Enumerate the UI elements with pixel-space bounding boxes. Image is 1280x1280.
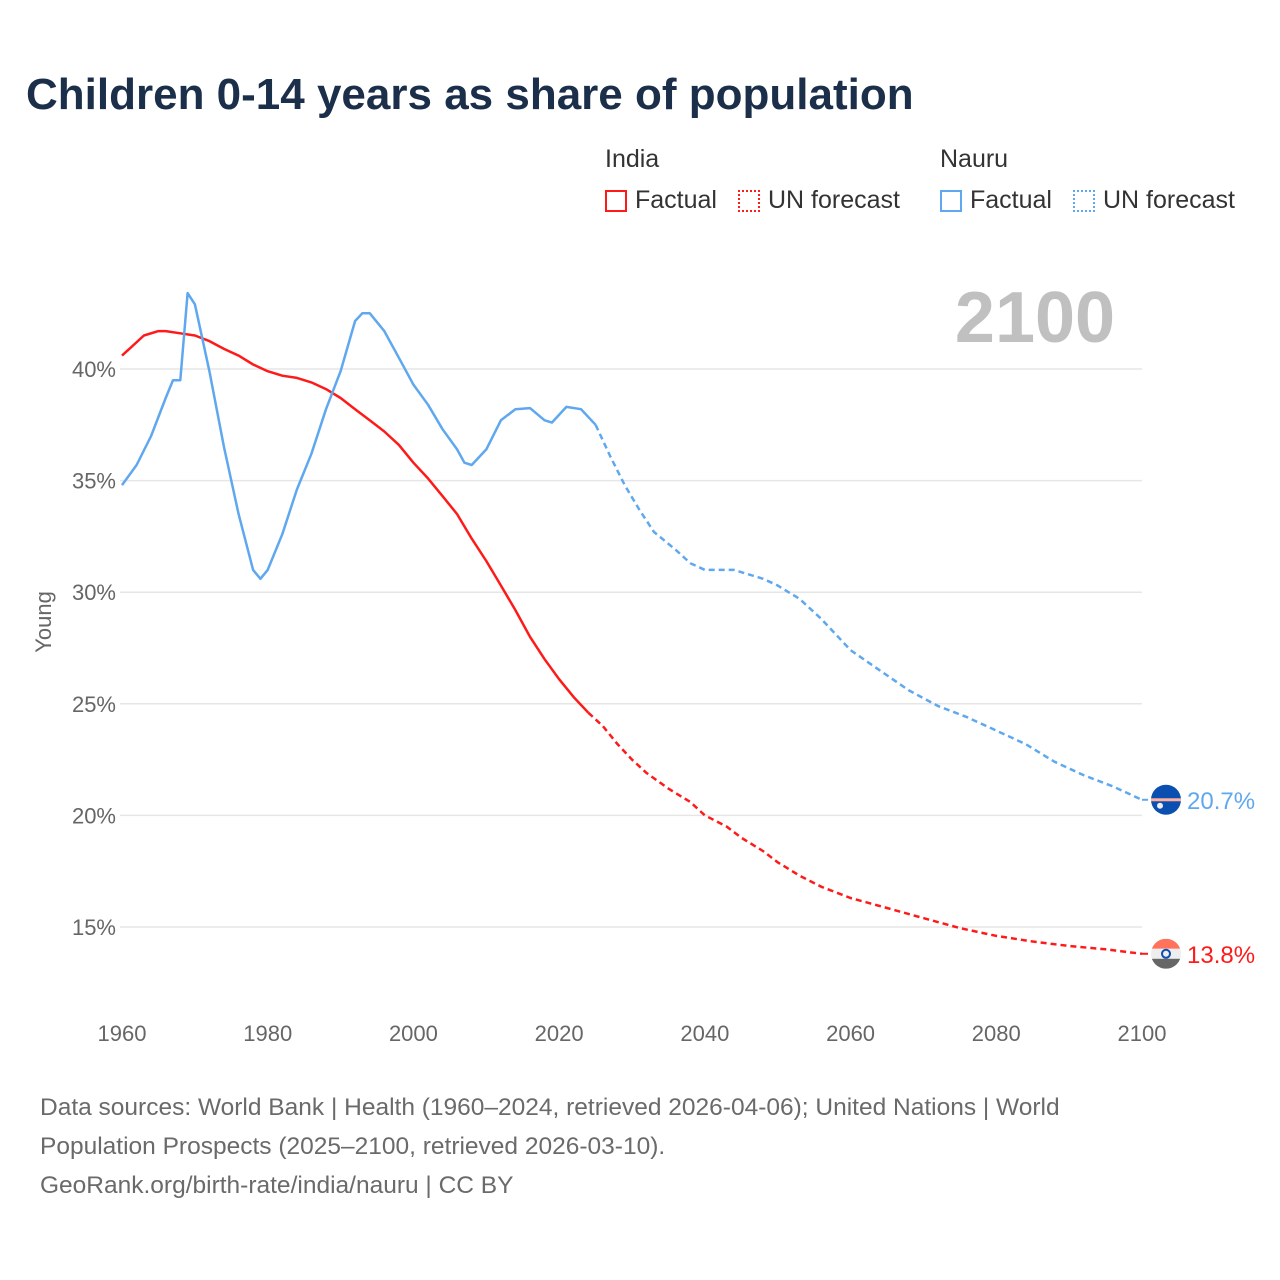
y-tick-label: 15% xyxy=(72,915,116,940)
legend-swatch xyxy=(605,189,627,212)
x-tick-label: 2100 xyxy=(1118,1021,1167,1046)
y-axis-label: Young xyxy=(31,591,56,653)
india-flag-icon xyxy=(1151,938,1181,969)
x-tick-label: 2060 xyxy=(826,1021,875,1046)
footer-sources-line2: Population Prospects (2025–2100, retriev… xyxy=(40,1133,666,1160)
nauru-forecast-line xyxy=(594,424,1143,801)
current-year-label: 2100 xyxy=(955,278,1115,358)
x-tick-label: 2000 xyxy=(389,1021,438,1046)
nauru-factual-line xyxy=(120,291,597,581)
nauru-end-value-label: 20.7% xyxy=(1187,788,1255,815)
legend-group-india: India xyxy=(605,145,660,173)
y-tick-label: 35% xyxy=(72,469,116,494)
nauru-flag-icon xyxy=(1151,784,1181,815)
footer-credit[interactable]: GeoRank.org/birth-rate/india/nauru | CC … xyxy=(40,1172,514,1199)
legend-swatch xyxy=(940,189,962,212)
x-tick-label: 1980 xyxy=(243,1021,292,1046)
y-tick-label: 30% xyxy=(72,580,116,605)
legend-label: UN forecast xyxy=(768,186,900,214)
chart-title: Children 0-14 years as share of populati… xyxy=(26,70,914,119)
legend-nauru-factual[interactable]: Factual xyxy=(940,186,1052,215)
footer-sources-line1: Data sources: World Bank | Health (1960–… xyxy=(40,1094,1060,1121)
legend-label: Factual xyxy=(970,186,1052,214)
legend-swatch xyxy=(738,189,760,212)
india-end-value-label: 13.8% xyxy=(1187,942,1255,969)
legend-group-nauru: Nauru xyxy=(940,145,1009,173)
y-tick-label: 20% xyxy=(72,803,116,828)
legend-india-forecast[interactable]: UN forecast xyxy=(738,186,900,215)
footer: Data sources: World Bank | Health (1960–… xyxy=(40,1088,1240,1205)
x-tick-label: 2040 xyxy=(680,1021,729,1046)
legend-swatch xyxy=(1073,189,1095,212)
legend-label: Factual xyxy=(635,186,717,214)
x-tick-label: 2020 xyxy=(535,1021,584,1046)
legend-label: UN forecast xyxy=(1103,186,1235,214)
legend-nauru-forecast[interactable]: UN forecast xyxy=(1073,186,1235,215)
y-tick-label: 25% xyxy=(72,692,116,717)
x-tick-label: 1960 xyxy=(98,1021,147,1046)
x-tick-label: 2080 xyxy=(972,1021,1021,1046)
y-tick-label: 40% xyxy=(72,357,116,382)
india-forecast-line xyxy=(587,711,1143,956)
legend-india-factual[interactable]: Factual xyxy=(605,186,717,215)
india-factual-line xyxy=(121,329,590,714)
